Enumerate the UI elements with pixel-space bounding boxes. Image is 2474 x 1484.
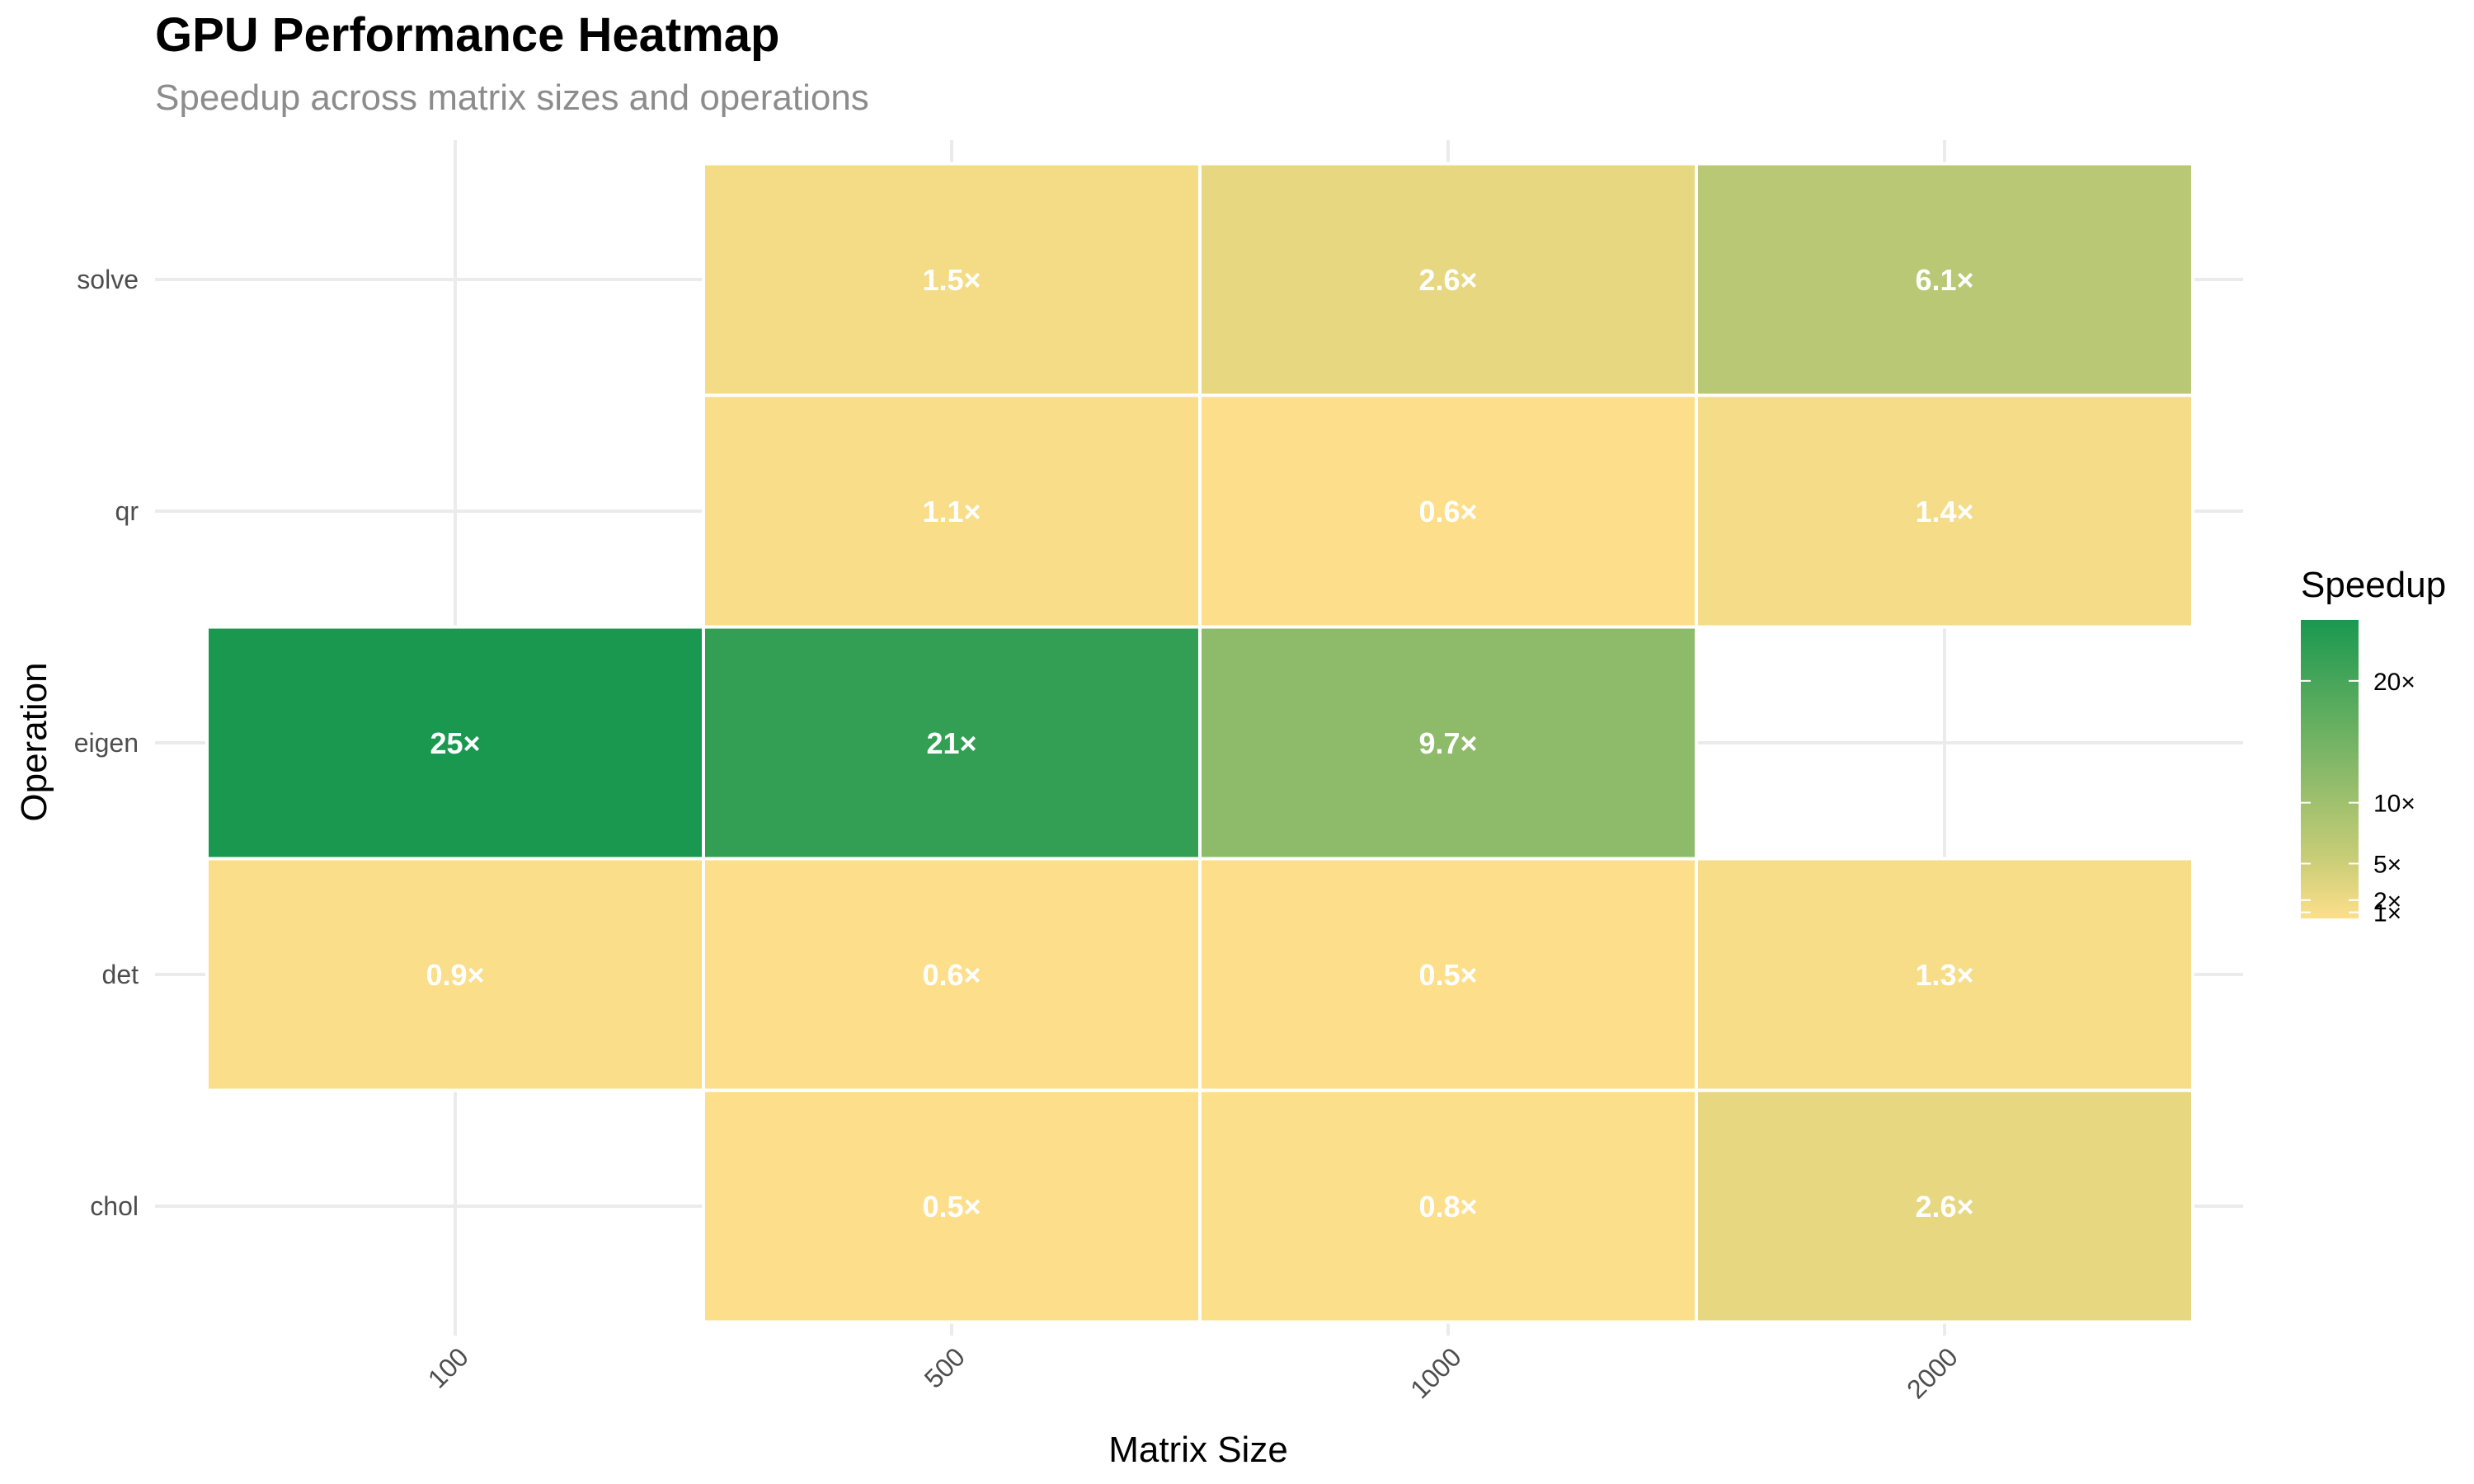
cell-label-chol-2000: 2.6× bbox=[1915, 1190, 1973, 1223]
legend-ticks: 1×2× 5× 10× 20× bbox=[2301, 669, 2415, 928]
heatmap-cell-det-2000 bbox=[1695, 857, 2194, 1092]
y-tick-eigen: eigen bbox=[74, 728, 139, 758]
legend-tick-label-20: 20× bbox=[2373, 669, 2415, 696]
y-tick-det: det bbox=[102, 960, 139, 989]
x-tick-2000: 2000 bbox=[1901, 1341, 1964, 1404]
legend-title: Speedup bbox=[2301, 565, 2446, 605]
cell-labels: 1.5× 2.6× 6.1× 1.1× 0.6× 1.4× 25× 21× 9.7× 0.9× 0.… bbox=[426, 263, 1973, 1223]
cell-label-det-2000: 1.3× bbox=[1915, 958, 1973, 992]
x-axis-ticks: 100 500 1000 2000 bbox=[422, 1341, 1964, 1404]
cell-label-qr-2000: 1.4× bbox=[1915, 495, 1973, 528]
heatmap-cell-chol-2000 bbox=[1695, 1088, 2194, 1324]
cell-label-solve-2000: 6.1× bbox=[1915, 263, 1973, 297]
y-tick-solve: solve bbox=[77, 265, 139, 294]
cell-label-qr-500: 1.1× bbox=[922, 495, 981, 528]
heatmap-cell-qr-2000 bbox=[1695, 393, 2194, 629]
chart-title: GPU Performance Heatmap bbox=[155, 8, 779, 62]
heatmap-cells bbox=[205, 162, 2194, 1324]
legend-colorbar bbox=[2301, 620, 2359, 918]
heatmap-cell-eigen-100 bbox=[205, 625, 705, 861]
heatmap-cell-eigen-500 bbox=[702, 625, 1202, 861]
cell-label-chol-500: 0.5× bbox=[922, 1190, 981, 1223]
cell-label-chol-1000: 0.8× bbox=[1418, 1190, 1477, 1223]
x-tick-1000: 1000 bbox=[1404, 1341, 1467, 1404]
heatmap-cell-eigen-1000 bbox=[1198, 625, 1698, 861]
heatmap-cell-chol-1000 bbox=[1198, 1088, 1698, 1324]
cell-label-solve-500: 1.5× bbox=[922, 263, 981, 297]
cell-label-det-1000: 0.5× bbox=[1418, 958, 1477, 992]
heatmap-cell-det-500 bbox=[702, 857, 1202, 1092]
y-tick-qr: qr bbox=[115, 496, 139, 526]
y-tick-chol: chol bbox=[90, 1191, 139, 1221]
x-axis-title: Matrix Size bbox=[1108, 1430, 1288, 1470]
heatmap-cell-chol-500 bbox=[702, 1088, 1202, 1324]
cell-label-det-100: 0.9× bbox=[426, 958, 484, 992]
legend-tick-label-5: 5× bbox=[2373, 852, 2401, 879]
x-tick-100: 100 bbox=[422, 1341, 474, 1393]
chart-subtitle: Speedup across matrix sizes and operatio… bbox=[155, 77, 869, 118]
cell-label-solve-1000: 2.6× bbox=[1418, 263, 1477, 297]
y-axis-title: Operation bbox=[14, 662, 54, 821]
cell-label-eigen-1000: 9.7× bbox=[1418, 726, 1477, 760]
legend-tick-label-2: 2× bbox=[2373, 888, 2401, 915]
cell-label-eigen-100: 25× bbox=[430, 726, 480, 760]
legend-tick-label-10: 10× bbox=[2373, 791, 2415, 818]
y-axis-ticks: chol det eigen qr solve bbox=[74, 265, 139, 1221]
cell-label-qr-1000: 0.6× bbox=[1418, 495, 1477, 528]
heatmap-cell-det-100 bbox=[205, 857, 705, 1092]
cell-label-eigen-500: 21× bbox=[926, 726, 976, 760]
legend: Speedup 1×2× 5× 10× 20× bbox=[2301, 565, 2446, 928]
x-tick-500: 500 bbox=[919, 1341, 971, 1393]
legend-tick-label-1: 1× bbox=[2373, 900, 2401, 928]
cell-label-det-500: 0.6× bbox=[922, 958, 981, 992]
